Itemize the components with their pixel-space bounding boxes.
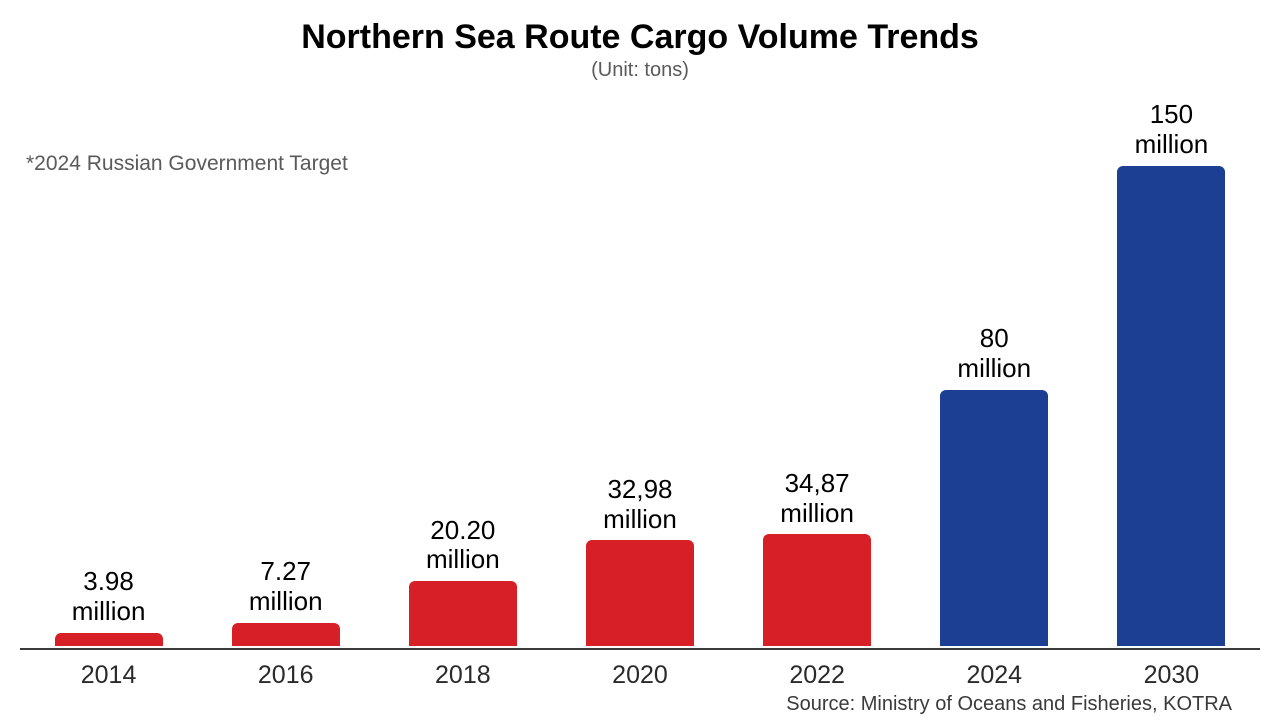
x-axis-labels: 2014201620182020202220242030 — [20, 661, 1260, 690]
bar — [55, 633, 163, 646]
x-axis-label: 2024 — [906, 661, 1083, 690]
bar-slot: 80million — [906, 120, 1083, 646]
bar-slot: 32,98million — [551, 120, 728, 646]
chart-source: Source: Ministry of Oceans and Fisheries… — [786, 693, 1232, 716]
x-axis-line — [20, 648, 1260, 650]
bar-value-label: 34,87million — [780, 469, 854, 529]
x-axis-label: 2022 — [729, 661, 906, 690]
bar-value-label: 3.98million — [72, 567, 146, 627]
bar-value-label: 32,98million — [603, 475, 677, 535]
bar — [1117, 166, 1225, 646]
bar-value-label: 150million — [1135, 100, 1209, 160]
chart-subtitle: (Unit: tons) — [0, 59, 1280, 82]
bar — [940, 390, 1048, 646]
bar-value-label: 80million — [957, 324, 1031, 384]
x-axis-label: 2018 — [374, 661, 551, 690]
x-axis-label: 2014 — [20, 661, 197, 690]
bar — [763, 534, 871, 646]
x-axis-label: 2020 — [551, 661, 728, 690]
chart-title: Northern Sea Route Cargo Volume Trends — [0, 18, 1280, 57]
x-axis-label: 2030 — [1083, 661, 1260, 690]
bar-slot: 150million — [1083, 120, 1260, 646]
bar-value-label: 20.20million — [426, 516, 500, 576]
bar — [586, 540, 694, 646]
x-axis-label: 2016 — [197, 661, 374, 690]
bar-slot: 3.98million — [20, 120, 197, 646]
bar — [409, 581, 517, 646]
bar-value-label: 7.27million — [249, 557, 323, 617]
bar-slot: 34,87million — [729, 120, 906, 646]
bars-container: 3.98million 7.27million 20.20million 32,98m… — [20, 120, 1260, 646]
chart-area: 3.98million 7.27million 20.20million 32,98m… — [20, 120, 1260, 646]
bar-slot: 20.20million — [374, 120, 551, 646]
bar — [232, 623, 340, 646]
bar-slot: 7.27million — [197, 120, 374, 646]
